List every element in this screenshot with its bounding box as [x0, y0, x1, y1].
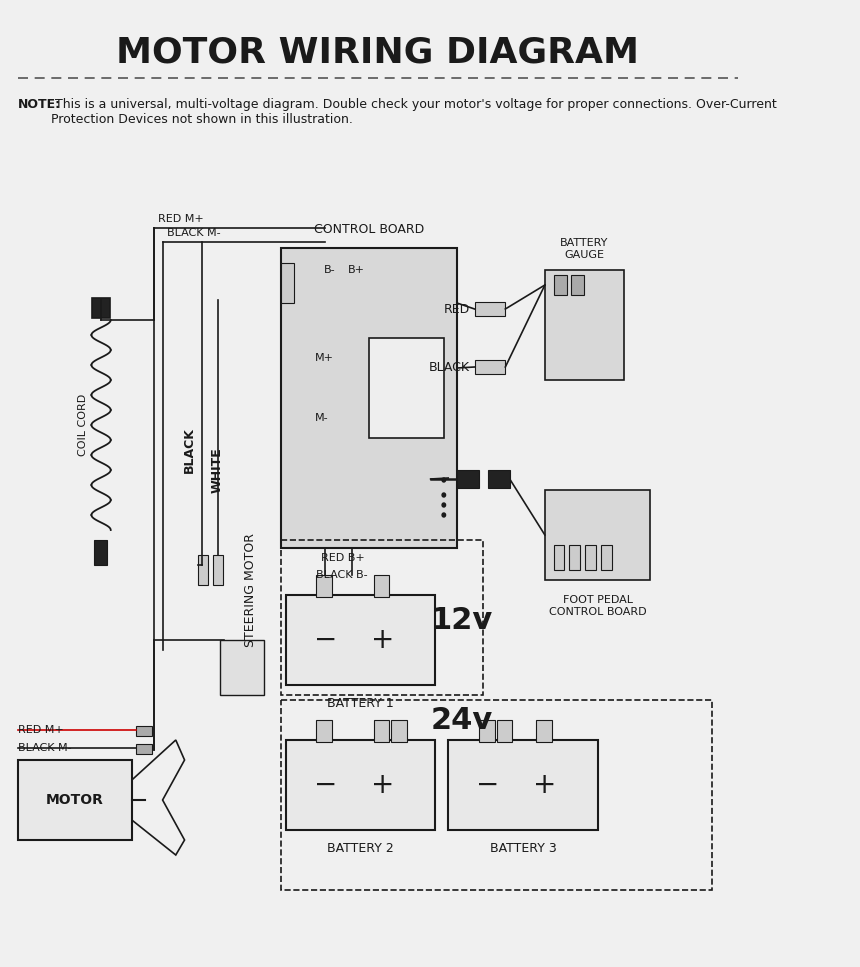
Bar — [479, 720, 494, 742]
Text: MOTOR: MOTOR — [46, 793, 104, 807]
Bar — [316, 575, 332, 597]
Bar — [545, 490, 650, 580]
Text: STEERING MOTOR: STEERING MOTOR — [244, 533, 257, 647]
Bar — [369, 338, 444, 438]
Bar — [554, 545, 564, 570]
Text: BATTERY 3: BATTERY 3 — [489, 842, 556, 855]
Text: −: − — [314, 771, 337, 799]
Bar — [601, 545, 611, 570]
Bar — [212, 555, 224, 585]
Bar — [286, 595, 435, 685]
Text: NOTE:: NOTE: — [17, 98, 61, 111]
Text: MOTOR WIRING DIAGRAM: MOTOR WIRING DIAGRAM — [116, 35, 639, 69]
Circle shape — [95, 547, 105, 557]
Text: BATTERY 2: BATTERY 2 — [327, 842, 394, 855]
Bar — [281, 263, 294, 303]
Bar — [496, 720, 513, 742]
Text: B+: B+ — [347, 265, 365, 275]
Text: BLACK B-: BLACK B- — [316, 570, 368, 580]
Text: RED M+: RED M+ — [17, 725, 64, 735]
Bar — [475, 360, 506, 374]
Bar — [316, 720, 332, 742]
Text: RED: RED — [444, 303, 470, 315]
Bar — [391, 720, 407, 742]
Text: +: + — [371, 626, 394, 654]
Bar — [475, 302, 506, 316]
Text: M-: M- — [315, 413, 329, 423]
Text: BLACK: BLACK — [182, 427, 195, 473]
Bar — [536, 720, 552, 742]
Bar — [286, 740, 435, 830]
Bar — [571, 275, 585, 295]
Bar — [136, 726, 152, 736]
Text: RED B+: RED B+ — [321, 553, 365, 563]
Text: BLACK M-: BLACK M- — [167, 228, 221, 238]
Bar — [136, 744, 152, 754]
Text: BLACK: BLACK — [429, 361, 470, 373]
Bar — [281, 248, 457, 548]
Bar — [554, 275, 567, 295]
Text: 24v: 24v — [431, 706, 493, 735]
Circle shape — [442, 493, 445, 497]
Circle shape — [442, 513, 445, 517]
Text: This is a universal, multi-voltage diagram. Double check your motor's voltage fo: This is a universal, multi-voltage diagr… — [51, 98, 777, 126]
Bar — [457, 470, 479, 488]
Bar — [373, 575, 390, 597]
Text: WHITE: WHITE — [211, 447, 224, 493]
Bar — [92, 298, 110, 318]
Bar — [373, 720, 390, 742]
Bar — [17, 760, 132, 840]
Text: +: + — [533, 771, 556, 799]
Text: BATTERY 1: BATTERY 1 — [327, 697, 394, 710]
Bar — [488, 470, 510, 488]
Bar — [569, 545, 580, 570]
Circle shape — [442, 503, 445, 507]
Text: BLACK M-: BLACK M- — [17, 743, 71, 753]
Bar — [94, 540, 108, 565]
Bar — [448, 740, 598, 830]
Text: +: + — [371, 771, 394, 799]
Text: 12v: 12v — [431, 605, 493, 634]
Bar — [281, 540, 483, 695]
Text: RED M+: RED M+ — [158, 214, 204, 224]
Text: COIL CORD: COIL CORD — [78, 394, 89, 456]
Bar — [281, 700, 712, 890]
Text: M+: M+ — [315, 353, 334, 363]
Text: BATTERY
GAUGE: BATTERY GAUGE — [560, 239, 609, 260]
Bar — [198, 555, 208, 585]
Text: B-: B- — [323, 265, 335, 275]
Circle shape — [442, 478, 445, 482]
Text: −: − — [476, 771, 500, 799]
Text: CONTROL BOARD: CONTROL BOARD — [314, 223, 424, 236]
Bar — [545, 270, 624, 380]
Text: −: − — [314, 626, 337, 654]
Bar — [219, 640, 264, 695]
Bar — [586, 545, 596, 570]
Text: FOOT PEDAL
CONTROL BOARD: FOOT PEDAL CONTROL BOARD — [549, 595, 647, 617]
